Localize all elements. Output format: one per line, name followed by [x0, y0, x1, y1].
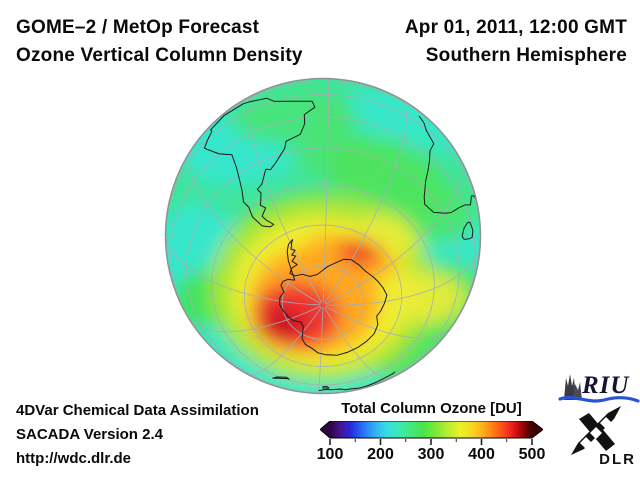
plot-title-block: GOME–2 / MetOp Forecast Ozone Vertical C…	[16, 14, 303, 70]
quantity-title: Ozone Vertical Column Density	[16, 45, 303, 66]
colorbar-tick-label: 400	[468, 446, 495, 463]
colorbar-tick-label: 100	[316, 446, 344, 463]
riu-logo: RIU	[558, 372, 640, 406]
plot-meta-block: Apr 01, 2011, 12:00 GMT Southern Hemisph…	[405, 14, 627, 70]
coastline-tasmania	[322, 386, 330, 389]
colorbar-tick-label: 500	[518, 446, 546, 463]
dlr-logo-text: DLR	[599, 451, 636, 468]
hemisphere-label: Southern Hemisphere	[425, 45, 627, 66]
colorbar-gradient	[320, 421, 543, 445]
date-label: Apr 01, 2011, 12:00 GMT	[404, 17, 627, 38]
coastline-new-zealand-south	[272, 376, 290, 380]
colorbar-title: Total Column Ozone [DU]	[341, 400, 522, 417]
credits-block: 4DVar Chemical Data Assimilation SACADA …	[16, 399, 259, 471]
coastline-australia-south	[318, 371, 396, 391]
coastline-antarctica	[279, 238, 388, 356]
colorbar-tick-labels: 100 200 300 400 500	[317, 446, 546, 464]
cathedral-icon	[558, 374, 640, 403]
coastline-madagascar	[461, 221, 474, 240]
dlr-star-icon	[571, 406, 621, 455]
river-wave-icon	[558, 396, 640, 403]
colorbar: Total Column Ozone [DU] 100 200 300 400 500	[317, 400, 546, 464]
url-label: http://wdc.dlr.de	[16, 450, 131, 467]
version-label: SACADA Version 2.4	[16, 426, 163, 443]
dlr-logo: DLR	[568, 406, 638, 470]
coastline-south-america	[203, 97, 316, 228]
instrument-title: GOME–2 / MetOp Forecast	[16, 17, 260, 38]
colorbar-tick-label: 200	[367, 446, 394, 463]
colorbar-tick-label: 300	[417, 446, 445, 463]
assimilation-label: 4DVar Chemical Data Assimilation	[16, 402, 259, 419]
riu-logo-text: RIU	[582, 372, 630, 399]
coastline-africa-south	[418, 115, 477, 214]
